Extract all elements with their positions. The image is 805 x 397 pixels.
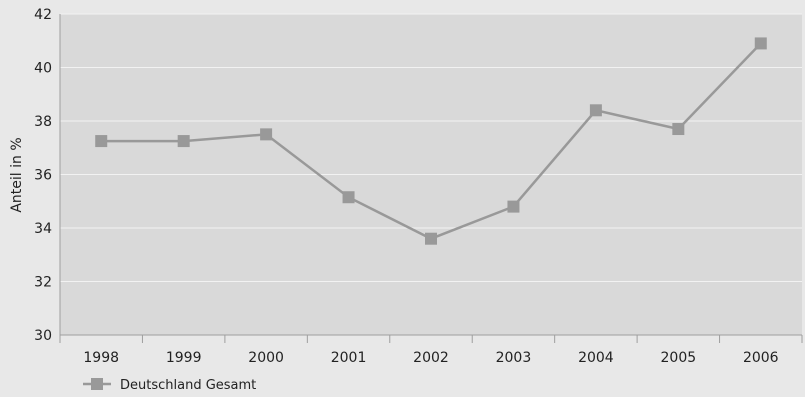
data-point-marker [425,232,437,245]
legend: Deutschland Gesamt [83,378,256,393]
data-point-marker [95,135,108,148]
legend-label: Deutschland Gesamt [120,378,256,393]
x-axis: 1998 1999 2000 2001 2002 2003 2004 2005 2006 [59,334,803,366]
y-axis-title: Anteil in % [9,137,25,212]
series-line [95,37,767,245]
data-point-marker [260,128,273,141]
y-tick-label: 40 [34,61,52,77]
x-tick-label: 2001 [331,350,367,366]
y-tick-label: 32 [34,275,52,291]
x-tick-label: 2000 [248,350,284,366]
legend-marker-icon [91,378,103,390]
x-tick-label: 2004 [578,350,614,366]
data-point-marker [672,123,685,136]
y-tick-label: 42 [34,7,52,23]
data-point-marker [754,37,767,50]
x-tick-label: 2003 [496,350,532,366]
y-tick-label: 36 [34,168,52,184]
data-point-marker [177,135,190,148]
x-tick-label: 1999 [166,350,202,366]
gridlines [60,13,802,282]
data-point-marker [589,104,602,117]
data-point-marker [507,200,520,213]
x-tick-label: 2002 [413,350,449,366]
x-tick-label: 2006 [743,350,779,366]
y-tick-label: 34 [34,221,52,237]
data-point-marker [342,191,355,204]
x-tick-label: 2005 [661,350,697,366]
y-tick-label: 30 [34,328,52,344]
x-tick-label: 1998 [83,350,119,366]
y-axis: 30 32 34 36 38 40 42 [34,7,61,344]
y-tick-label: 38 [34,114,52,130]
